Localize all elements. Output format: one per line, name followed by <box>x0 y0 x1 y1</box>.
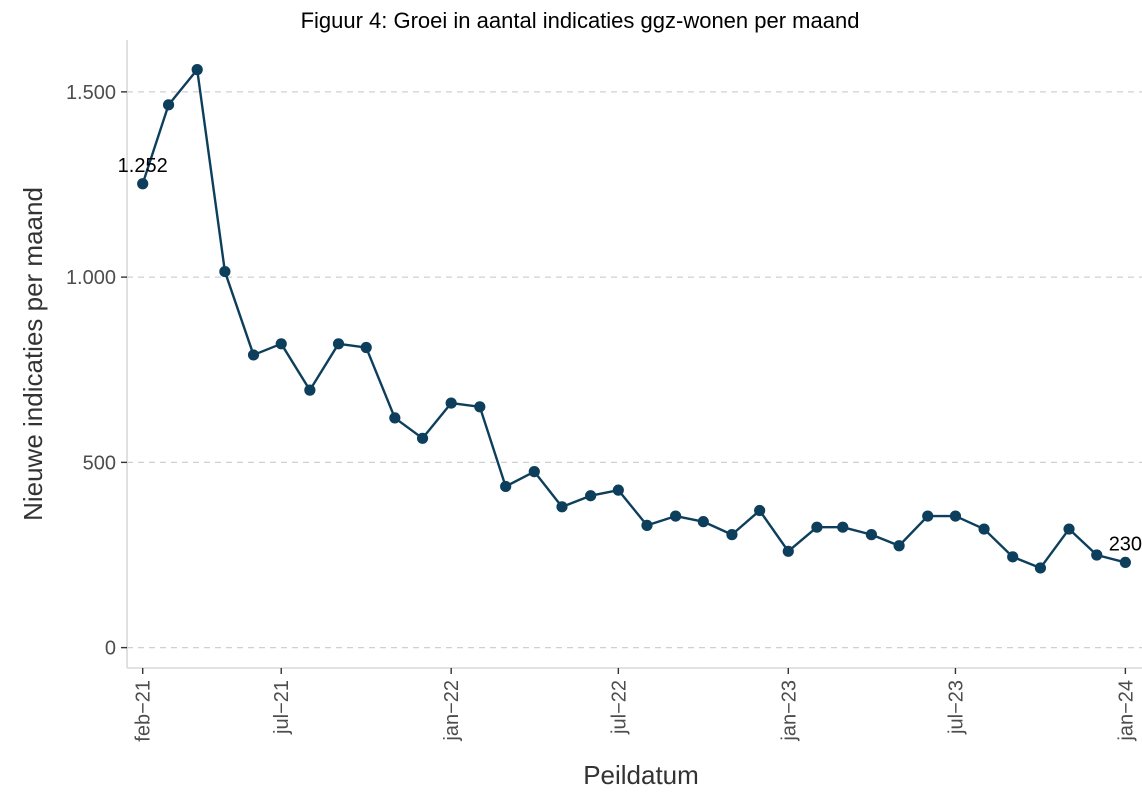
y-axis-ticks: 0 500 1.000 1.500 <box>66 82 127 660</box>
data-point <box>865 529 877 541</box>
data-point <box>697 516 709 528</box>
data-point <box>528 466 540 478</box>
data-point <box>585 490 597 502</box>
x-tick-label: jul−23 <box>945 680 967 735</box>
data-point <box>754 504 766 517</box>
data-point <box>612 484 624 496</box>
y-tick-label: 0 <box>105 638 116 660</box>
chart-title: Figuur 4: Groei in aantal indicaties ggz… <box>301 8 860 33</box>
data-point <box>1119 556 1131 569</box>
data-labels: 1.252 230 <box>118 155 1142 556</box>
data-point <box>416 432 429 444</box>
x-axis-ticks: feb−21 jul−21 jan−22 jul−22 jan−23 jul−23 jan−… <box>133 668 1137 742</box>
data-point <box>445 397 457 409</box>
data-point <box>556 501 568 513</box>
x-tick-label: feb−21 <box>133 680 155 742</box>
series-line <box>141 68 1126 570</box>
data-point <box>389 412 401 424</box>
data-point <box>191 64 203 76</box>
data-point <box>1034 562 1047 574</box>
data-point <box>1007 551 1019 563</box>
data-point <box>332 338 345 350</box>
data-point <box>949 510 962 522</box>
data-points <box>137 64 1131 574</box>
data-point <box>726 529 738 541</box>
data-point <box>162 99 175 111</box>
x-tick-label: jan−22 <box>441 680 463 742</box>
data-point <box>360 341 372 354</box>
y-tick-label: 500 <box>83 452 116 474</box>
data-point <box>474 401 486 413</box>
x-tick-label: jul−21 <box>271 680 293 735</box>
x-tick-label: jul−22 <box>608 680 630 735</box>
y-tick-label: 1.500 <box>66 82 116 104</box>
gridlines <box>127 91 1142 649</box>
data-point <box>219 265 231 278</box>
data-point <box>500 480 512 493</box>
y-axis-title: Nieuwe indicaties per maand <box>18 187 48 521</box>
y-tick-label: 1.000 <box>66 267 116 289</box>
data-label: 230 <box>1109 533 1142 555</box>
data-point <box>922 510 934 522</box>
data-point <box>782 545 794 557</box>
data-point <box>304 384 316 396</box>
data-point <box>247 349 260 361</box>
data-point <box>893 540 905 552</box>
data-point <box>275 338 287 350</box>
x-tick-label: jan−23 <box>778 680 800 742</box>
data-point <box>837 521 849 533</box>
data-label: 1.252 <box>118 155 168 177</box>
data-point <box>669 510 682 522</box>
data-point <box>811 521 823 533</box>
data-point <box>137 178 149 190</box>
data-point <box>1063 523 1075 535</box>
x-axis-title: Peildatum <box>583 760 699 790</box>
x-tick-label: jan−24 <box>1115 680 1137 742</box>
data-point <box>641 519 653 531</box>
data-point <box>978 523 990 535</box>
data-point <box>1091 549 1103 561</box>
